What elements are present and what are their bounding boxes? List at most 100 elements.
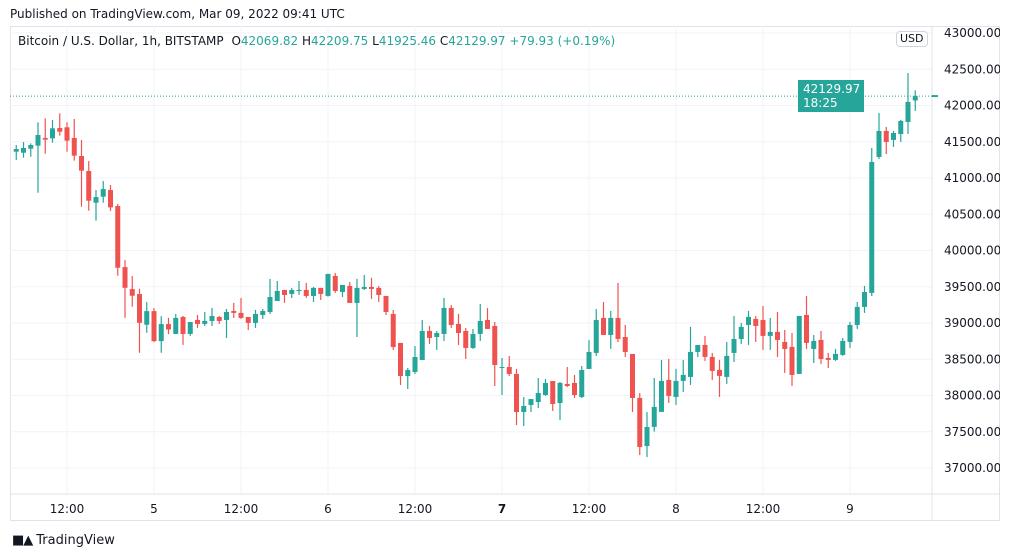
candle[interactable] <box>717 359 722 397</box>
candle[interactable] <box>521 397 527 427</box>
candle[interactable] <box>216 315 222 324</box>
candle[interactable] <box>463 327 469 359</box>
candle[interactable] <box>115 204 121 276</box>
candle[interactable] <box>608 310 614 349</box>
candle[interactable] <box>347 281 353 303</box>
candle[interactable] <box>862 285 867 313</box>
candle[interactable] <box>499 358 505 395</box>
candle[interactable] <box>311 286 316 302</box>
candle[interactable] <box>354 278 360 337</box>
candle[interactable] <box>332 272 338 293</box>
candle[interactable] <box>245 316 251 330</box>
candle[interactable] <box>651 377 657 432</box>
candle[interactable] <box>202 311 208 326</box>
candle[interactable] <box>492 321 498 387</box>
candle[interactable] <box>796 315 802 374</box>
candle[interactable] <box>847 321 853 348</box>
candle[interactable] <box>695 344 701 357</box>
footer-brand[interactable]: TradingView <box>36 533 115 548</box>
candle[interactable] <box>282 289 287 303</box>
candle[interactable] <box>775 311 780 357</box>
candle[interactable] <box>644 412 650 458</box>
candle[interactable] <box>274 280 280 301</box>
candle[interactable] <box>64 122 70 152</box>
candle[interactable] <box>340 284 345 297</box>
candle[interactable] <box>557 382 563 421</box>
candle[interactable] <box>579 365 585 398</box>
candle[interactable] <box>448 304 454 328</box>
candle[interactable] <box>209 307 215 326</box>
candle[interactable] <box>673 368 679 405</box>
candle[interactable] <box>724 341 730 384</box>
candle[interactable] <box>369 277 374 299</box>
candle[interactable] <box>151 308 157 343</box>
candle[interactable] <box>434 330 440 350</box>
candle[interactable] <box>122 260 128 318</box>
candle[interactable] <box>71 118 77 161</box>
candle[interactable] <box>187 321 193 336</box>
candle[interactable] <box>456 313 461 345</box>
candle[interactable] <box>876 112 882 160</box>
candle[interactable] <box>804 295 809 349</box>
candle[interactable] <box>289 287 295 298</box>
candle[interactable] <box>688 326 693 385</box>
candle[interactable] <box>731 315 737 362</box>
candle[interactable] <box>28 143 34 157</box>
candle[interactable] <box>709 352 715 380</box>
candle[interactable] <box>572 374 577 398</box>
candle[interactable] <box>680 359 686 392</box>
candle[interactable] <box>441 297 447 341</box>
candle[interactable] <box>144 302 150 333</box>
candle[interactable] <box>376 285 382 302</box>
candle[interactable] <box>129 276 135 307</box>
candle[interactable] <box>412 345 418 374</box>
candle[interactable] <box>666 358 672 403</box>
candle[interactable] <box>86 161 92 211</box>
candle[interactable] <box>550 381 556 412</box>
candle[interactable] <box>702 335 708 361</box>
candle[interactable] <box>883 126 889 155</box>
candle[interactable] <box>760 305 766 350</box>
candle[interactable] <box>296 280 302 295</box>
candle[interactable] <box>253 309 258 328</box>
currency-badge[interactable]: USD <box>896 31 928 47</box>
candle[interactable] <box>753 315 759 342</box>
candle[interactable] <box>50 120 55 143</box>
candle[interactable] <box>361 274 367 290</box>
candle[interactable] <box>485 307 490 329</box>
candle[interactable] <box>738 322 744 344</box>
candle[interactable] <box>158 316 164 353</box>
candle[interactable] <box>767 317 773 350</box>
candle[interactable] <box>405 368 411 389</box>
candle[interactable] <box>535 378 541 409</box>
candle[interactable] <box>898 120 904 142</box>
candle[interactable] <box>854 301 860 329</box>
candle[interactable] <box>840 337 846 356</box>
candle[interactable] <box>427 325 432 344</box>
candle[interactable] <box>543 378 548 397</box>
candle[interactable] <box>825 352 831 368</box>
candle[interactable] <box>818 330 824 364</box>
candle[interactable] <box>419 319 425 360</box>
candle[interactable] <box>637 393 643 456</box>
candle[interactable] <box>231 302 237 318</box>
candle[interactable] <box>506 355 512 376</box>
candle[interactable] <box>528 399 534 413</box>
candle[interactable] <box>238 297 244 319</box>
candle[interactable] <box>659 359 664 412</box>
candle[interactable] <box>593 308 599 356</box>
candle[interactable] <box>586 339 592 369</box>
candle[interactable] <box>13 145 19 161</box>
candle[interactable] <box>35 122 41 193</box>
candle[interactable] <box>383 295 389 315</box>
candle[interactable] <box>601 301 606 335</box>
candle[interactable] <box>166 317 171 335</box>
candle[interactable] <box>195 314 200 328</box>
candle[interactable] <box>42 118 48 154</box>
candle[interactable] <box>564 367 570 388</box>
candle[interactable] <box>470 328 476 349</box>
candle[interactable] <box>477 303 483 341</box>
candle[interactable] <box>746 310 751 345</box>
candle[interactable] <box>325 273 331 297</box>
candle[interactable] <box>180 315 186 345</box>
